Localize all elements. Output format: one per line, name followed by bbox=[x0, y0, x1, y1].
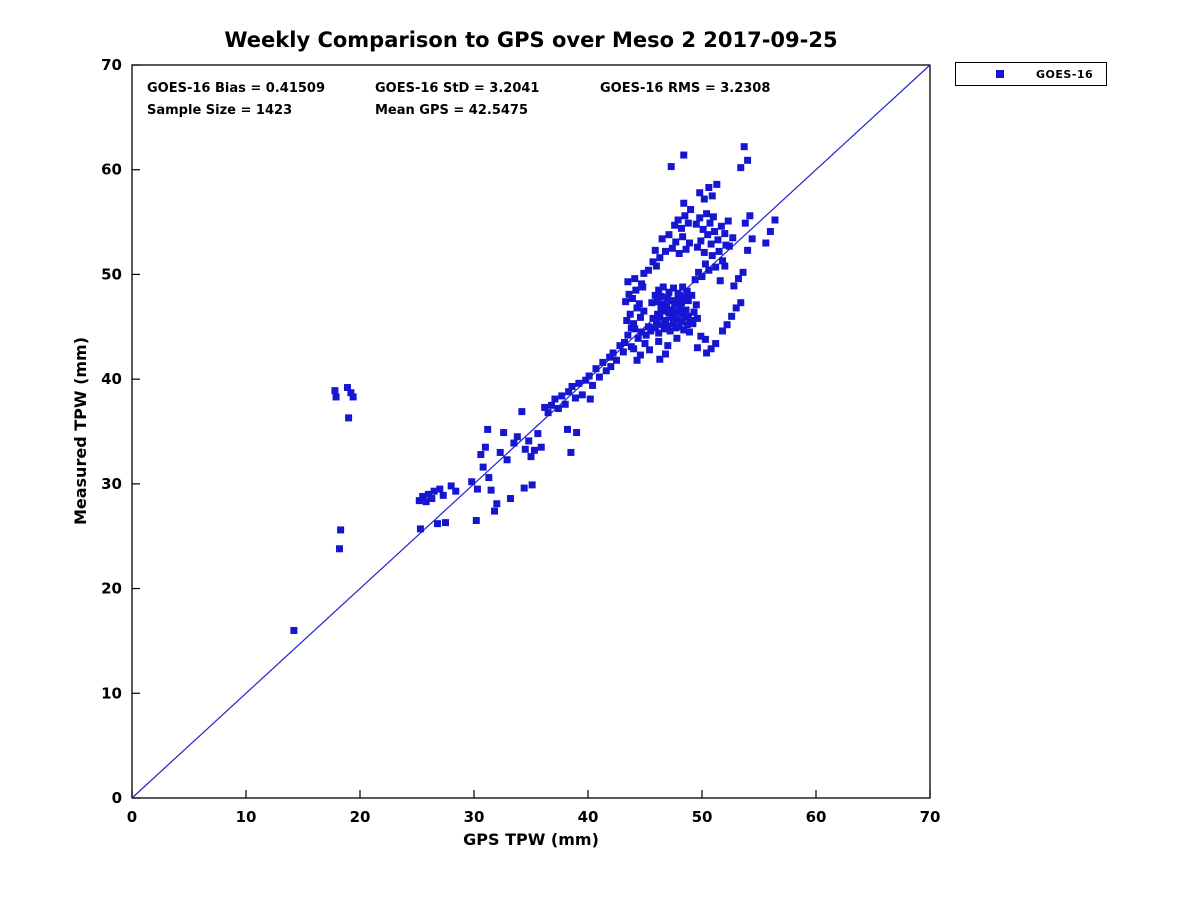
stats-mean-gps: Mean GPS = 42.5475 bbox=[375, 103, 528, 118]
y-tick-label: 40 bbox=[101, 370, 122, 388]
y-tick-label: 60 bbox=[101, 161, 122, 179]
y-tick-label: 20 bbox=[101, 580, 122, 598]
identity-line bbox=[131, 64, 931, 799]
x-tick-label: 30 bbox=[464, 808, 485, 826]
x-tick-label: 70 bbox=[920, 808, 941, 826]
x-tick-label: 10 bbox=[236, 808, 257, 826]
stats-sample-size: Sample Size = 1423 bbox=[147, 103, 292, 118]
stats-rms: GOES-16 RMS = 3.2308 bbox=[600, 81, 770, 96]
scatter-points bbox=[290, 143, 779, 634]
axes-box bbox=[131, 64, 931, 799]
chart-title: Weekly Comparison to GPS over Meso 2 201… bbox=[224, 28, 837, 52]
y-tick-label: 10 bbox=[101, 684, 122, 702]
y-axis-label: Measured TPW (mm) bbox=[71, 337, 90, 525]
stats-bias: GOES-16 Bias = 0.41509 bbox=[147, 81, 325, 96]
y-tick-label: 70 bbox=[101, 56, 122, 74]
y-tick-label: 50 bbox=[101, 265, 122, 283]
x-tick-label: 40 bbox=[578, 808, 599, 826]
stats-std: GOES-16 StD = 3.2041 bbox=[375, 81, 539, 96]
legend-marker-square-icon bbox=[996, 70, 1004, 78]
x-tick-label: 50 bbox=[692, 808, 713, 826]
x-tick-label: 60 bbox=[806, 808, 827, 826]
x-axis-label: GPS TPW (mm) bbox=[463, 830, 599, 849]
plot-area: 0 10 20 30 40 50 60 70 0 10 20 30 40 50 60 70 bbox=[101, 56, 940, 826]
axis-ticks: 0 10 20 30 40 50 60 70 0 10 20 30 40 50 60 70 bbox=[101, 56, 940, 826]
legend-label: GOES-16 bbox=[1036, 67, 1094, 81]
legend: GOES-16 bbox=[955, 62, 1107, 86]
y-tick-label: 0 bbox=[112, 789, 122, 807]
x-tick-label: 20 bbox=[350, 808, 371, 826]
x-tick-label: 0 bbox=[127, 808, 137, 826]
y-tick-label: 30 bbox=[101, 475, 122, 493]
